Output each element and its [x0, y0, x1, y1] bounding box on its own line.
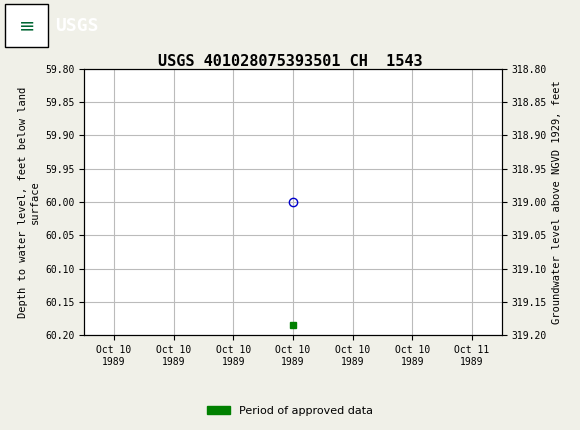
Y-axis label: Groundwater level above NGVD 1929, feet: Groundwater level above NGVD 1929, feet — [552, 80, 562, 324]
Text: USGS: USGS — [55, 17, 99, 35]
Legend: Period of approved data: Period of approved data — [203, 401, 377, 420]
FancyBboxPatch shape — [5, 4, 48, 47]
Y-axis label: Depth to water level, feet below land
surface: Depth to water level, feet below land su… — [18, 86, 39, 318]
Text: ≡: ≡ — [19, 16, 35, 35]
Text: USGS 401028075393501 CH  1543: USGS 401028075393501 CH 1543 — [158, 54, 422, 68]
